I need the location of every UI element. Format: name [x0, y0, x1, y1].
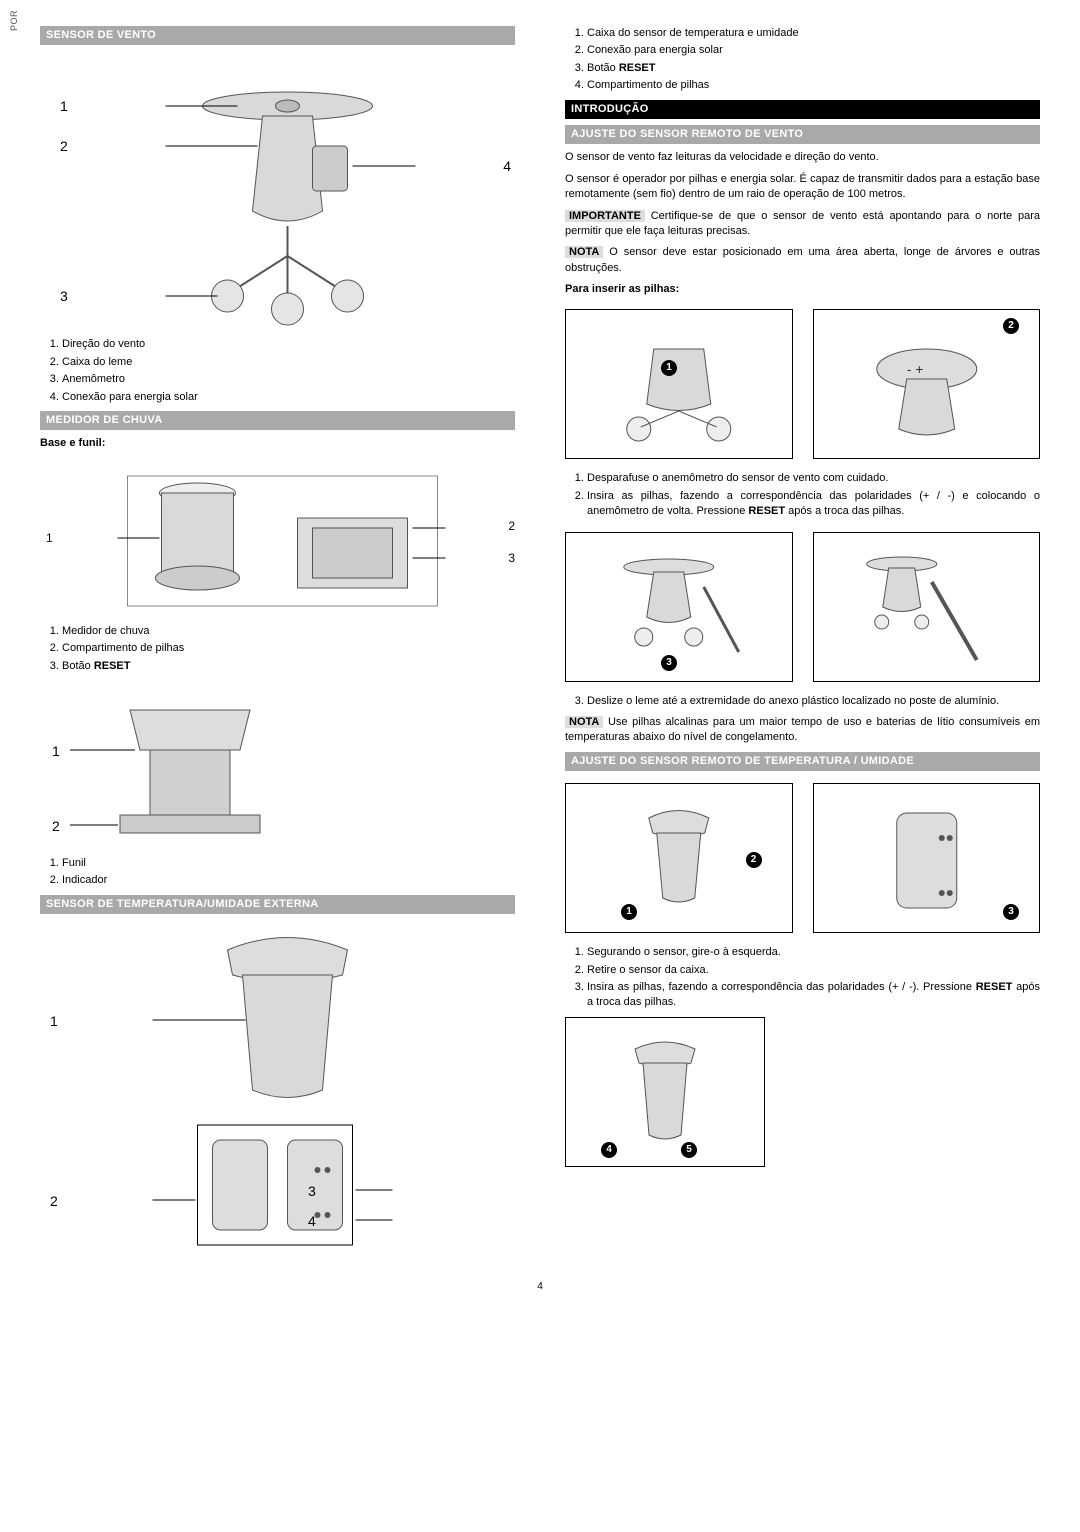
list-item: Desparafuse o anemômetro do sensor de ve… — [587, 471, 1040, 486]
list-item: Deslize o leme até a extremidade do anex… — [587, 694, 1040, 709]
temp-step-figs-a: 1 2 3 — [565, 777, 1040, 939]
wind-p1: O sensor de vento faz leituras da veloci… — [565, 150, 1040, 165]
temp-steps-list: Segurando o sensor, gire-o à esquerda. R… — [565, 945, 1040, 1011]
wind-sensor-figure: 1 2 3 4 — [40, 51, 515, 331]
list-item: Compartimento de pilhas — [62, 641, 515, 656]
callout: 3 — [508, 550, 515, 567]
list-item: Botão RESET — [587, 61, 1040, 76]
callout: 1 — [52, 742, 60, 762]
wind-p2: O sensor é operador por pilhas e energia… — [565, 172, 1040, 203]
wind-sub: Para inserir as pilhas: — [565, 282, 1040, 297]
temp-step-fig-b: 4 5 — [565, 1017, 1040, 1167]
rain-sub: Base e funil: — [40, 436, 515, 451]
section-sensor-vento-title: SENSOR DE VENTO — [40, 26, 515, 45]
callout: 2 — [50, 1192, 58, 1212]
section-temp-umid-title: SENSOR DE TEMPERATURA/UMIDADE EXTERNA — [40, 895, 515, 914]
temp-sensor-figure: 1 2 3 4 — [40, 920, 515, 1260]
svg-text:- +: - + — [906, 361, 923, 377]
section-introducao-title: INTRODUÇÃO — [565, 100, 1040, 119]
rain-gauge-figure-a: 1 2 3 — [40, 458, 515, 618]
step-badge: 4 — [601, 1142, 617, 1158]
list-item: Medidor de chuva — [62, 624, 515, 639]
step-badge: 2 — [746, 852, 762, 868]
wind-step-figs-a: 1 - + 2 — [565, 303, 1040, 465]
list-item: Caixa do sensor de temperatura e umidade — [587, 26, 1040, 41]
list-item: Insira as pilhas, fazendo a correspondên… — [587, 489, 1040, 520]
wind-important: IMPORTANTE Certifique-se de que o sensor… — [565, 209, 1040, 240]
list-item: Conexão para energia solar — [587, 43, 1040, 58]
page-columns: SENSOR DE VENTO — [40, 20, 1040, 1260]
step-badge: 5 — [681, 1142, 697, 1158]
section-ajuste-vento-title: AJUSTE DO SENSOR REMOTO DE VENTO — [565, 125, 1040, 144]
list-item: Caixa do leme — [62, 355, 515, 370]
list-item: Direção do vento — [62, 337, 515, 352]
callout: 3 — [308, 1182, 316, 1202]
list-item: Retire o sensor da caixa. — [587, 963, 1040, 978]
list-item: Segurando o sensor, gire-o à esquerda. — [587, 945, 1040, 960]
rain-gauge-figure-b: 1 2 — [40, 680, 515, 850]
temp-sensor-top-legend: Caixa do sensor de temperatura e umidade… — [565, 26, 1040, 94]
callout: 1 — [46, 530, 53, 547]
callout-1: 1 — [60, 97, 68, 117]
wind-steps-list-a: Desparafuse o anemômetro do sensor de ve… — [565, 471, 1040, 519]
callout: 4 — [308, 1212, 316, 1232]
list-item: Compartimento de pilhas — [587, 78, 1040, 93]
rain-legend-a: Medidor de chuva Compartimento de pilhas… — [40, 624, 515, 674]
list-item: Conexão para energia solar — [62, 390, 515, 405]
section-ajuste-temp-title: AJUSTE DO SENSOR REMOTO DE TEMPERATURA /… — [565, 752, 1040, 771]
callout-4: 4 — [503, 157, 511, 177]
note-label: NOTA — [565, 716, 603, 728]
page-number: 4 — [40, 1280, 1040, 1294]
callout: 2 — [508, 518, 515, 535]
wind-step-figs-b: 3 — [565, 526, 1040, 688]
wind-note: NOTA O sensor deve estar posicionado em … — [565, 245, 1040, 276]
list-item: Insira as pilhas, fazendo a correspondên… — [587, 980, 1040, 1011]
list-item: Funil — [62, 856, 515, 871]
step-badge: 3 — [661, 655, 677, 671]
wind-note2: NOTA Use pilhas alcalinas para um maior … — [565, 715, 1040, 746]
right-column: Caixa do sensor de temperatura e umidade… — [565, 20, 1040, 1260]
rain-legend-b: Funil Indicador — [40, 856, 515, 889]
note-label: NOTA — [565, 246, 603, 258]
important-label: IMPORTANTE — [565, 210, 645, 222]
list-item: Botão RESET — [62, 659, 515, 674]
wind-steps-list-b: Deslize o leme até a extremidade do anex… — [565, 694, 1040, 709]
callout: 2 — [52, 817, 60, 837]
language-tab: POR — [8, 10, 21, 31]
wind-sensor-legend: Direção do vento Caixa do leme Anemômetr… — [40, 337, 515, 405]
list-item: Indicador — [62, 873, 515, 888]
callout: 1 — [50, 1012, 58, 1032]
section-medidor-chuva-title: MEDIDOR DE CHUVA — [40, 411, 515, 430]
list-item: Anemômetro — [62, 372, 515, 387]
left-column: SENSOR DE VENTO — [40, 20, 515, 1260]
callout-2: 2 — [60, 137, 68, 157]
callout-3: 3 — [60, 287, 68, 307]
